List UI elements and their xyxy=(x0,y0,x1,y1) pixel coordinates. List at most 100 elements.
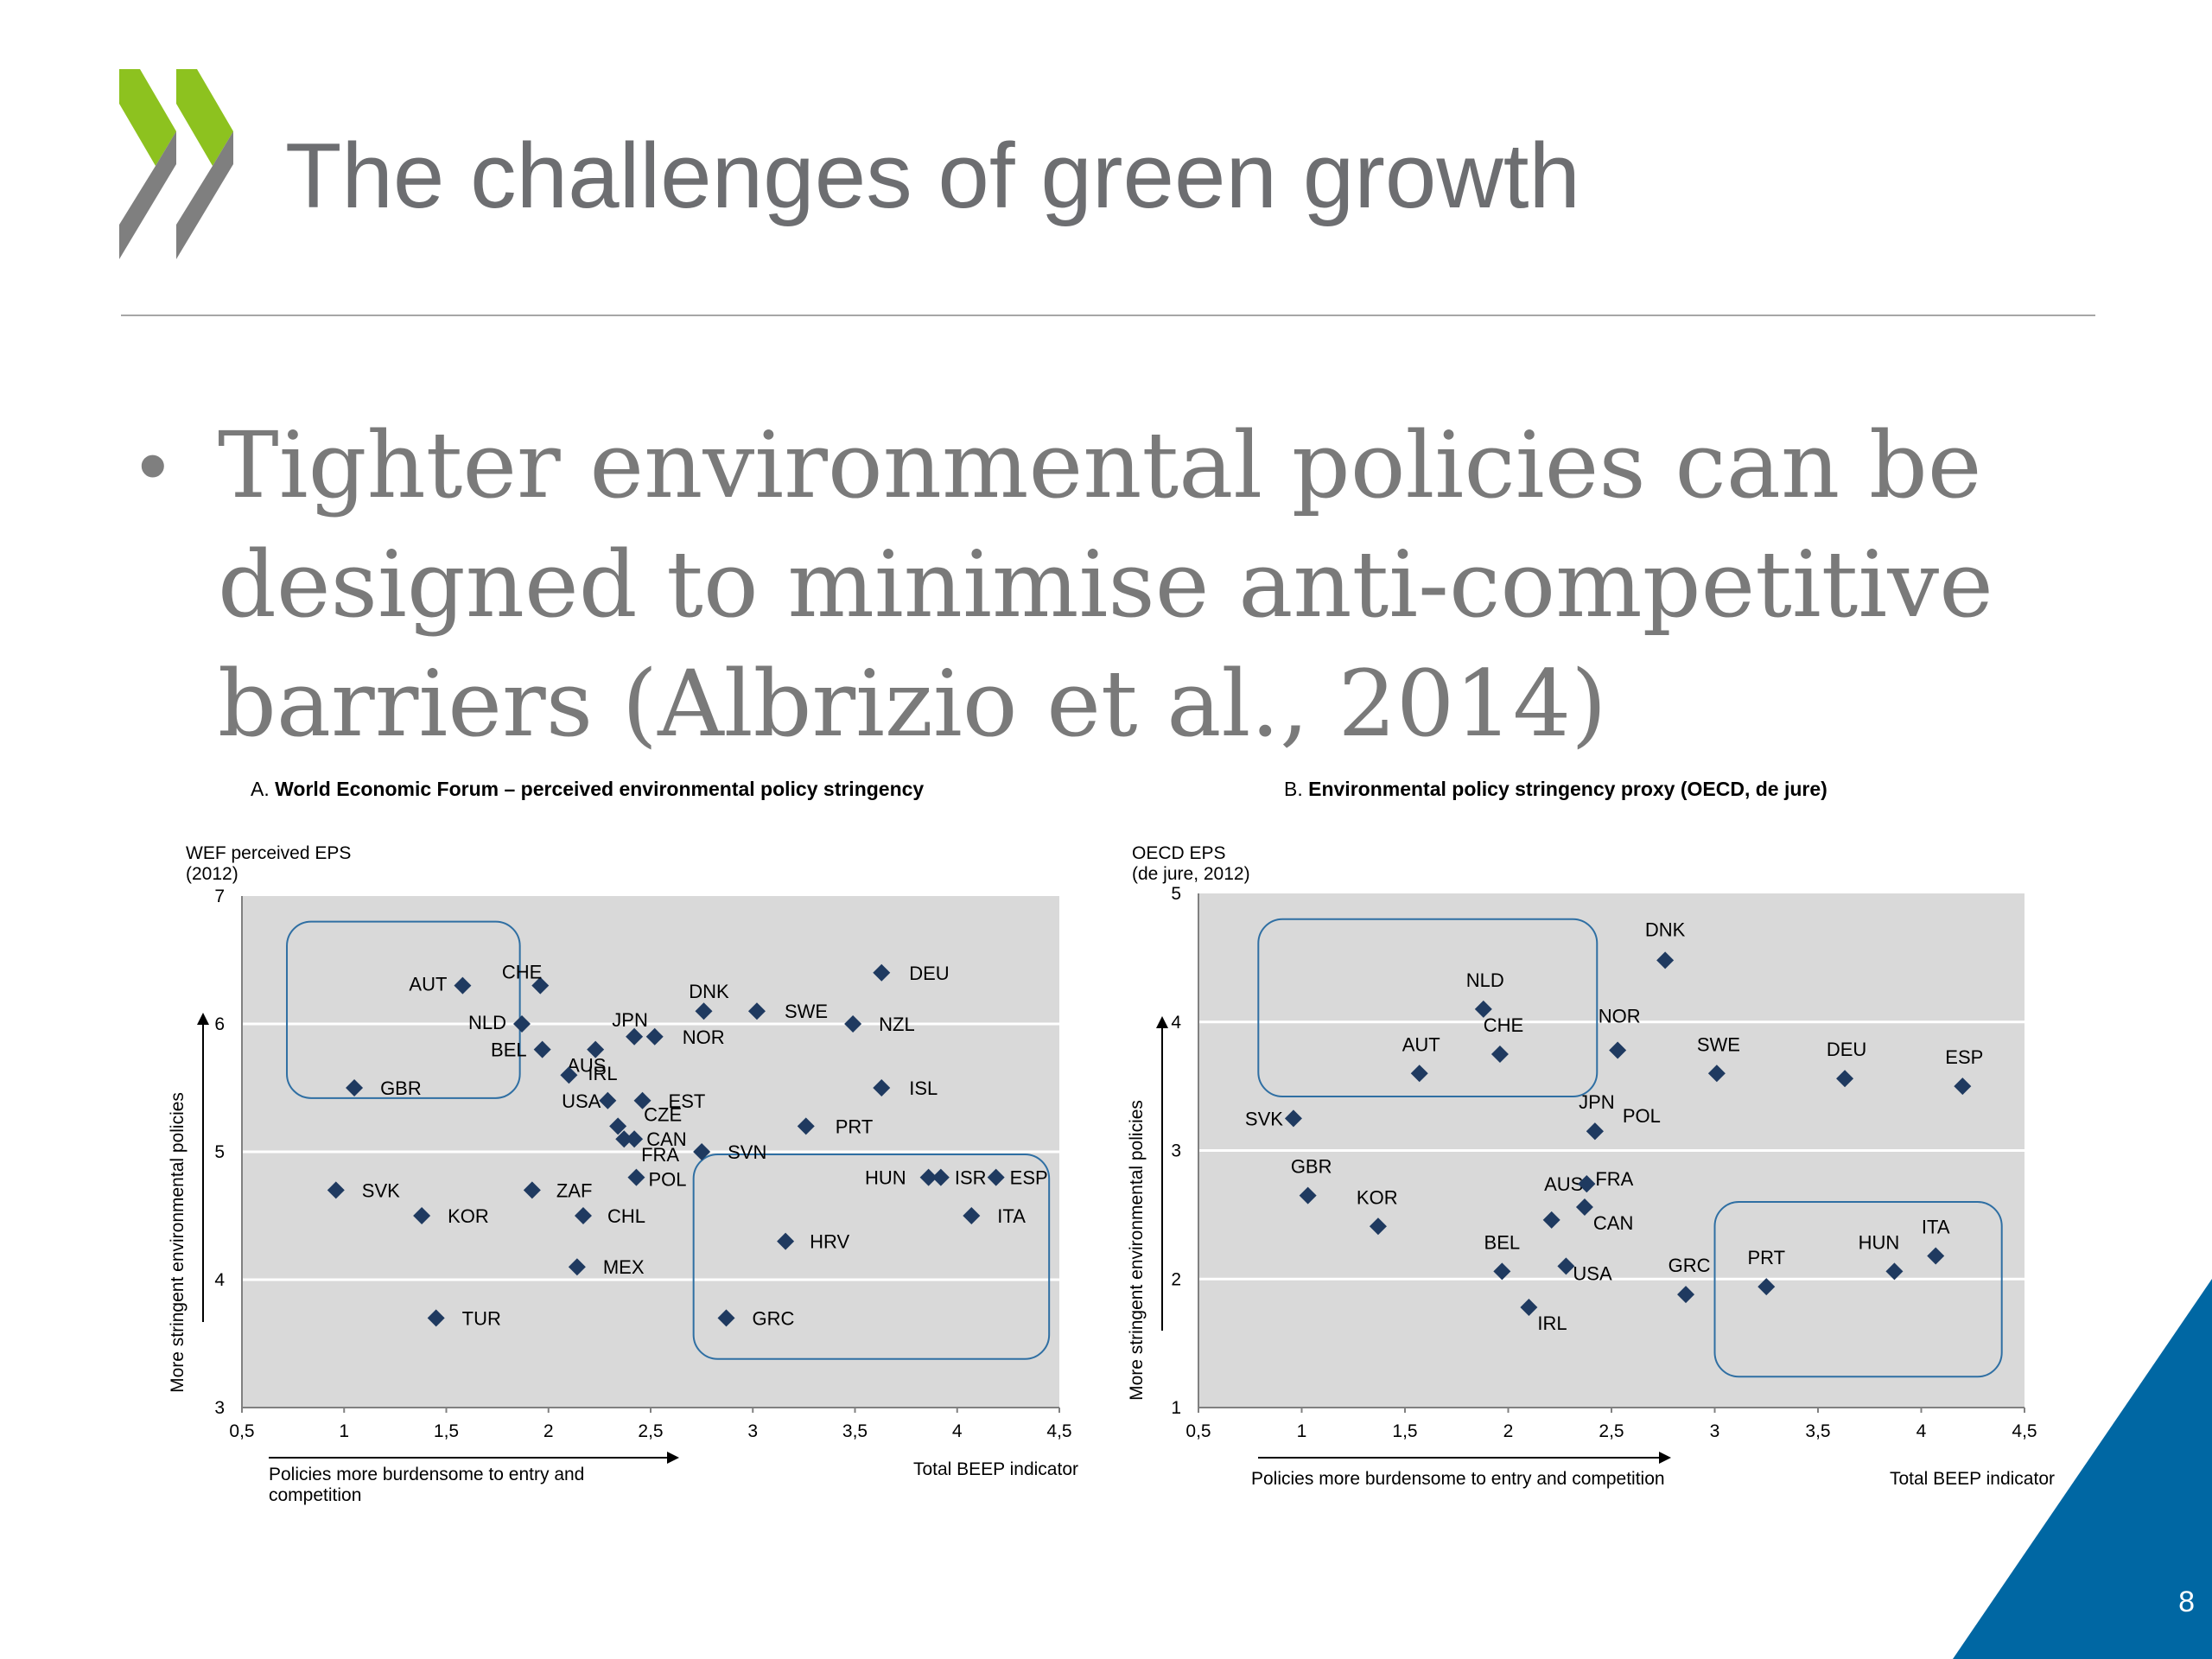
oecd-chevron-logo xyxy=(119,69,233,259)
point-label-dnk: DNK xyxy=(1645,918,1686,940)
data-point-svk xyxy=(327,1181,345,1199)
point-label-kor: KOR xyxy=(1357,1186,1398,1208)
data-point-nor xyxy=(1609,1041,1627,1059)
data-point-mex xyxy=(568,1258,586,1276)
x-tick-label: 3 xyxy=(747,1421,758,1441)
data-point-isr xyxy=(931,1168,950,1186)
page-number: 8 xyxy=(2178,1586,2195,1618)
data-point-bel xyxy=(533,1040,551,1058)
title-divider xyxy=(121,315,2095,316)
data-point-che xyxy=(531,976,550,995)
x-axis-label-line1: Policies more burdensome to entry and co… xyxy=(1251,1469,1665,1489)
x-axis-label-line1: Policies more burdensome to entry and xyxy=(269,1465,584,1484)
x-axis-title: Total BEEP indicator xyxy=(1890,1469,2055,1489)
x-tick-label: 3,5 xyxy=(842,1421,868,1441)
point-label-swe: SWE xyxy=(785,1001,828,1022)
data-point-can xyxy=(1575,1198,1593,1216)
point-label-nor: NOR xyxy=(1599,1005,1641,1027)
point-label-aus: AUS xyxy=(1544,1173,1583,1195)
point-label-est: EST xyxy=(669,1090,706,1112)
bullet-symbol: • xyxy=(138,419,168,512)
x-axis-title: Total BEEP indicator xyxy=(913,1459,1078,1479)
point-label-grc: GRC xyxy=(753,1307,795,1329)
x-tick-label: 0,5 xyxy=(1185,1421,1211,1441)
data-point-svk xyxy=(1284,1109,1302,1128)
data-point-deu xyxy=(1836,1070,1854,1088)
point-label-tur: TUR xyxy=(462,1307,501,1329)
point-label-pol: POL xyxy=(648,1169,686,1191)
data-point-can xyxy=(615,1130,633,1148)
x-tick-label: 2 xyxy=(1503,1421,1514,1441)
point-label-gbr: GBR xyxy=(380,1077,422,1099)
point-label-chl: CHL xyxy=(607,1205,645,1227)
data-point-jpn xyxy=(626,1027,644,1046)
data-point-kor xyxy=(413,1207,431,1224)
y-tick-label: 4 xyxy=(214,1270,225,1290)
point-label-can: CAN xyxy=(1593,1212,1633,1234)
data-point-usa xyxy=(1557,1257,1575,1275)
bullet-text: Tighter environmental policies can be de… xyxy=(218,412,1993,757)
data-point-prt xyxy=(1758,1278,1776,1296)
data-point-swe xyxy=(747,1002,766,1020)
point-label-nor: NOR xyxy=(683,1027,725,1048)
data-point-nld xyxy=(513,1015,531,1033)
data-point-grc xyxy=(717,1309,735,1327)
y-tick-label: 4 xyxy=(1171,1013,1181,1033)
data-point-irl xyxy=(560,1066,578,1084)
point-label-pol: POL xyxy=(1623,1105,1661,1127)
data-point-swe xyxy=(1707,1065,1726,1083)
charts-area: A. World Economic Forum – perceived envi… xyxy=(168,778,2055,1505)
data-point-nzl xyxy=(844,1015,862,1033)
y-direction-arrowhead xyxy=(1156,1016,1168,1028)
point-label-hun: HUN xyxy=(865,1167,906,1189)
data-point-kor xyxy=(1369,1217,1387,1236)
point-label-usa: USA xyxy=(1573,1262,1612,1284)
y-axis-title-line1: WEF perceived EPS xyxy=(186,843,351,863)
data-point-isl xyxy=(873,1079,891,1096)
y-axis-title-line2: (de jure, 2012) xyxy=(1132,864,1250,884)
x-tick-label: 4,5 xyxy=(1046,1421,1071,1441)
y-axis-title-line1: OECD EPS xyxy=(1132,843,1226,863)
x-axis-label-line2: competition xyxy=(269,1485,361,1505)
y-tick-label: 3 xyxy=(214,1398,225,1418)
data-point-svn xyxy=(693,1143,711,1160)
x-direction-arrowhead xyxy=(667,1452,679,1464)
x-tick-label: 4 xyxy=(952,1421,963,1441)
point-label-bel: BEL xyxy=(1484,1231,1521,1253)
point-label-swe: SWE xyxy=(1697,1033,1740,1055)
data-point-grc xyxy=(1677,1286,1695,1304)
data-point-cze xyxy=(609,1117,627,1135)
data-point-pol xyxy=(1586,1122,1604,1141)
highlight-box xyxy=(1713,1201,2003,1378)
point-label-nzl: NZL xyxy=(879,1014,915,1035)
point-label-mex: MEX xyxy=(603,1256,645,1278)
point-label-nld: NLD xyxy=(1466,969,1504,991)
chart-a: A. World Economic Forum – perceived envi… xyxy=(168,778,1078,1505)
point-label-svk: SVK xyxy=(362,1179,400,1201)
point-label-can: CAN xyxy=(646,1128,686,1150)
data-point-esp xyxy=(987,1168,1005,1186)
data-point-aut xyxy=(454,976,472,995)
point-label-prt: PRT xyxy=(1747,1247,1785,1268)
x-tick-label: 3 xyxy=(1710,1421,1720,1441)
point-label-deu: DEU xyxy=(1827,1039,1866,1060)
point-label-che: CHE xyxy=(1484,1014,1523,1036)
chart-title-bold: Environmental policy stringency proxy (O… xyxy=(1308,778,1827,800)
data-point-gbr xyxy=(346,1079,364,1096)
x-tick-label: 1,5 xyxy=(434,1421,459,1441)
point-label-deu: DEU xyxy=(909,963,949,984)
point-label-irl: IRL xyxy=(588,1063,617,1084)
point-label-jpn: JPN xyxy=(612,1009,648,1031)
x-tick-label: 2 xyxy=(543,1421,554,1441)
y-tick-label: 2 xyxy=(1171,1269,1181,1289)
point-label-isl: ISL xyxy=(909,1077,938,1099)
data-point-hun xyxy=(919,1168,938,1186)
x-tick-label: 1 xyxy=(339,1421,349,1441)
data-point-hun xyxy=(1885,1262,1904,1281)
data-point-usa xyxy=(599,1091,617,1109)
data-point-extra xyxy=(1542,1211,1560,1229)
y-tick-label: 5 xyxy=(214,1142,225,1162)
data-point-chl xyxy=(574,1207,592,1224)
point-label-usa: USA xyxy=(562,1090,601,1112)
highlight-box xyxy=(286,920,521,1099)
